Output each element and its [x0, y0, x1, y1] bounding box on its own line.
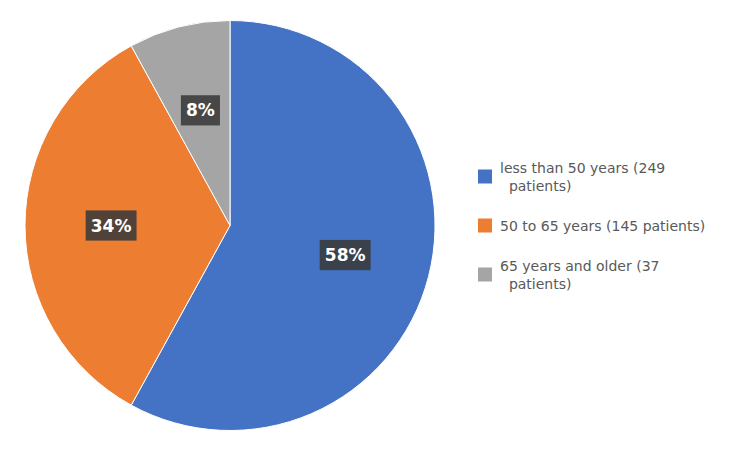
- legend-label: 65 years and older (37 patients): [500, 258, 659, 292]
- data-labels: 58% 34% 8%: [86, 95, 371, 270]
- data-label-box: [86, 210, 137, 240]
- pie-slice: [131, 21, 230, 226]
- data-label: 34%: [91, 216, 132, 236]
- legend-label: less than 50 years (249 patients): [500, 160, 665, 194]
- chart: 58% 34% 8% less than 50 years (249 patients…: [0, 0, 752, 451]
- legend-swatch: [478, 219, 492, 233]
- legend-swatch: [478, 268, 492, 282]
- data-label-box: [320, 240, 371, 270]
- pie-slice: [25, 46, 230, 405]
- pie: [25, 21, 435, 431]
- data-label: 58%: [325, 245, 366, 265]
- legend: less than 50 years (249 patients) 50 to 6…: [478, 160, 705, 292]
- data-label-box: [181, 95, 220, 125]
- data-label: 8%: [186, 100, 215, 120]
- legend-swatch: [478, 170, 492, 184]
- page: {"chart_data": {"type": "pie", "categori…: [0, 0, 752, 451]
- legend-label: 50 to 65 years (145 patients): [500, 218, 705, 234]
